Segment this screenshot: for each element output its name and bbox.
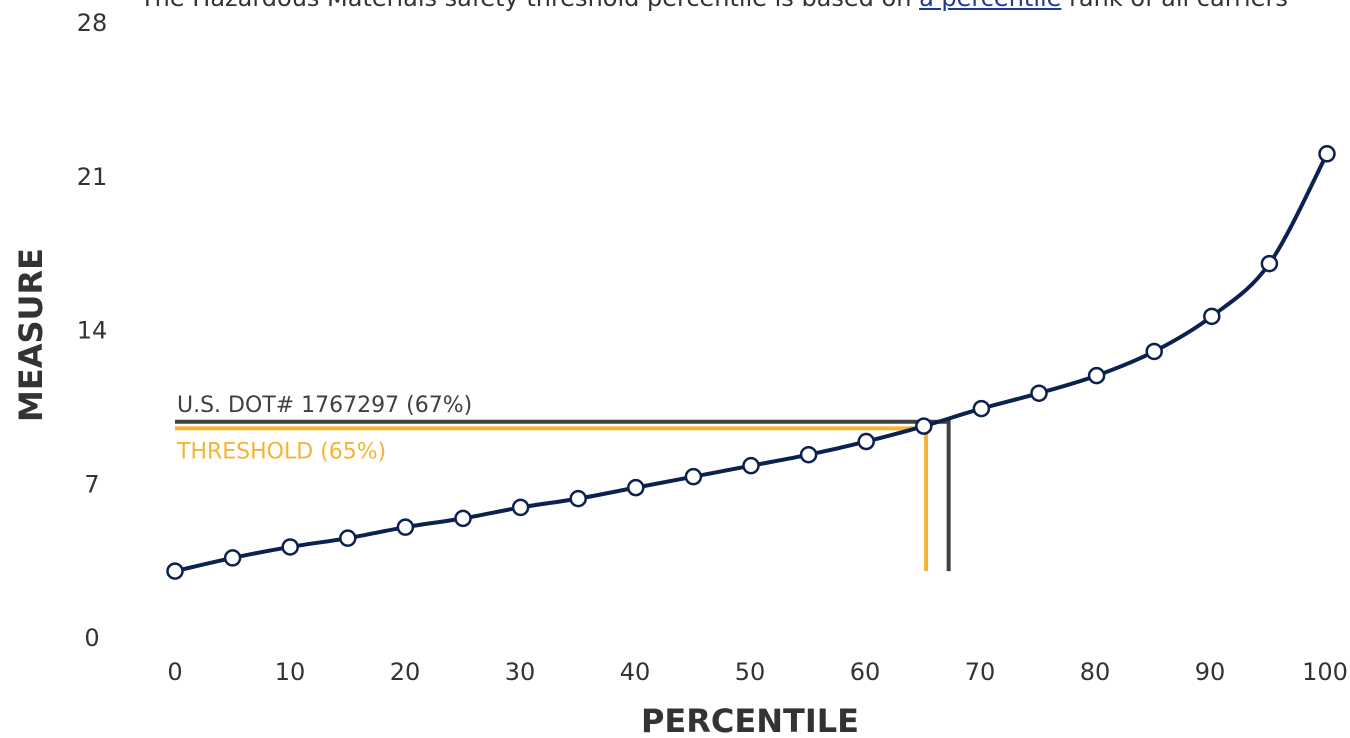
data-point — [223, 549, 242, 567]
data-point — [857, 432, 875, 451]
y-tick-label: 28 — [77, 9, 108, 37]
data-point — [972, 399, 991, 418]
data-point — [1203, 307, 1221, 326]
x-tick-label: 30 — [505, 658, 536, 686]
x-tick-label: 100 — [1302, 658, 1348, 686]
data-point — [396, 518, 415, 536]
x-tick-label: 10 — [275, 658, 306, 686]
y-axis-ticks: 0 7 14 21 28 — [77, 9, 108, 652]
data-point — [339, 529, 357, 547]
annotations: U.S. DOT# 1767297 (67%) THRESHOLD (65%) — [175, 393, 951, 572]
data-point — [799, 445, 818, 464]
data-point — [684, 467, 703, 486]
data-point — [454, 509, 472, 528]
data-point — [166, 562, 184, 580]
data-point — [281, 538, 299, 556]
data-point — [1087, 366, 1106, 385]
x-tick-label: 40 — [620, 658, 651, 686]
data-point — [511, 498, 530, 517]
y-tick-label: 14 — [77, 317, 108, 345]
y-tick-label: 7 — [84, 470, 99, 498]
y-axis-title: MEASURE — [12, 248, 50, 422]
x-tick-label: 90 — [1195, 658, 1226, 686]
y-tick-label: 21 — [77, 163, 108, 191]
data-point — [627, 478, 645, 497]
data-point — [1145, 342, 1163, 361]
header-link[interactable]: a percentile — [919, 0, 1061, 12]
data-point — [1318, 145, 1336, 163]
truncated-header-text: The Hazardous Materials safety threshold… — [140, 0, 1288, 12]
y-tick-label: 0 — [84, 624, 99, 652]
x-tick-label: 60 — [850, 658, 881, 686]
x-axis-ticks: 0 10 20 30 40 50 60 70 80 90 100 — [167, 658, 1348, 686]
header-text-suffix: rank of all carriers — [1069, 0, 1288, 12]
data-point — [1260, 254, 1279, 273]
x-tick-label: 0 — [167, 658, 182, 686]
header-text-prefix: The Hazardous Materials safety threshold… — [140, 0, 911, 12]
annotation-label: THRESHOLD (65%) — [176, 439, 386, 464]
x-tick-label: 50 — [735, 658, 766, 686]
data-series — [166, 145, 1336, 580]
x-tick-label: 70 — [965, 658, 996, 686]
data-point — [569, 489, 587, 508]
data-point — [742, 456, 760, 475]
x-tick-label: 20 — [390, 658, 421, 686]
annotation-line — [175, 419, 951, 572]
series-line — [174, 152, 1329, 574]
annotation-label: U.S. DOT# 1767297 (67%) — [177, 393, 472, 418]
x-axis-title: PERCENTILE — [641, 702, 859, 738]
x-tick-label: 80 — [1080, 658, 1111, 686]
data-point — [915, 417, 933, 435]
data-point — [1030, 384, 1048, 402]
